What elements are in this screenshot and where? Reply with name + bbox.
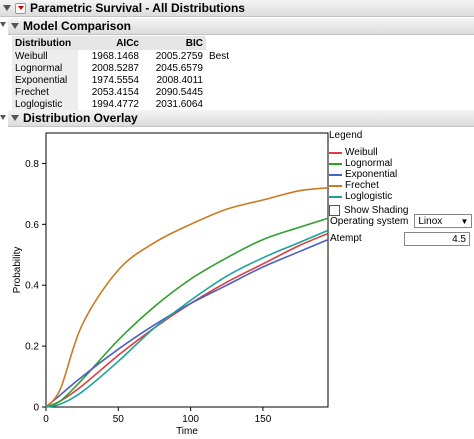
col-aicc[interactable]: AICc — [78, 36, 142, 50]
y-tick-label: 0.6 — [25, 220, 39, 231]
col-bic[interactable]: BIC — [142, 36, 206, 50]
outline-edge-icon[interactable] — [0, 115, 6, 120]
cell-bic: 2090.5445 — [155, 86, 203, 98]
operating-system-row: Operating system Linox ▼ — [330, 214, 473, 228]
x-tick-label: 150 — [255, 414, 272, 425]
show-shading-checkbox[interactable]: Show Shading — [329, 204, 409, 217]
cell-aicc: 1994.4772 — [91, 98, 139, 110]
table-header-row: Distribution AICc BIC — [12, 36, 242, 50]
cell-bic: 2045.6579 — [155, 62, 203, 74]
legend-label: Frechet — [345, 180, 379, 191]
cell-bic: 2031.6064 — [155, 98, 203, 110]
table-row: Loglogistic 1994.4772 2031.6064 — [12, 98, 242, 110]
cell-aicc: 1968.1468 — [91, 50, 139, 62]
chevron-down-icon: ▼ — [460, 216, 469, 226]
legend-swatch — [329, 151, 342, 154]
checkbox-box[interactable] — [329, 205, 340, 216]
legend-label: Weibull — [345, 147, 378, 158]
legend-swatch — [329, 195, 342, 198]
legend-swatch — [329, 184, 342, 187]
report-title: Parametric Survival - All Distributions — [30, 1, 245, 15]
col-distribution[interactable]: Distribution — [12, 36, 78, 50]
series-line-weibull — [45, 232, 329, 408]
legend-label: Exponential — [345, 169, 398, 180]
legend-item-loglogistic[interactable]: Loglogistic — [329, 191, 409, 202]
legend-label: Lognormal — [345, 158, 393, 169]
series-line-lognormal — [45, 217, 329, 408]
legend-item-lognormal[interactable]: Lognormal — [329, 158, 409, 169]
x-axis-label: Time — [176, 426, 198, 437]
x-tick-label: 0 — [43, 414, 49, 425]
cell-distribution: Loglogistic — [12, 98, 78, 110]
cell-note — [206, 74, 242, 86]
y-tick-label: 0 — [33, 403, 39, 414]
x-tick-label: 50 — [113, 414, 125, 425]
operating-system-label: Operating system — [330, 215, 409, 227]
y-tick-label: 0.2 — [25, 342, 39, 353]
legend-swatch — [329, 162, 342, 165]
collapse-triangle-icon[interactable] — [11, 23, 19, 29]
model-comparison-table: Distribution AICc BIC Weibull 1968.1468 … — [12, 36, 242, 110]
distribution-overlay-title: Distribution Overlay — [23, 111, 138, 125]
distribution-overlay-chart: 0 50 100 150 0 0.2 0.4 0.6 0.8 Time Probability — [12, 132, 329, 437]
cell-note: Best — [209, 50, 230, 62]
y-tick-label: 0.4 — [25, 281, 39, 292]
collapse-triangle-icon[interactable] — [11, 115, 19, 121]
collapse-triangle-icon[interactable] — [3, 5, 11, 11]
y-tick-label: 0.8 — [25, 159, 39, 170]
series-line-frechet — [45, 187, 329, 408]
report-header: Parametric Survival - All Distributions — [0, 0, 474, 17]
cell-bic: 2005.2759 — [155, 50, 203, 62]
col-note — [206, 36, 242, 50]
model-comparison-title: Model Comparison — [23, 19, 132, 33]
distribution-overlay-header[interactable]: Distribution Overlay — [8, 110, 474, 127]
series-line-loglogistic — [45, 229, 329, 408]
y-axis-label: Probability — [12, 247, 23, 294]
x-tick-label: 100 — [182, 414, 199, 425]
plot-frame — [45, 132, 329, 408]
cell-distribution: Exponential — [12, 74, 78, 86]
red-triangle-menu-icon[interactable] — [15, 2, 26, 14]
legend-panel: Legend Weibull Lognormal Exponential Fre… — [329, 130, 409, 217]
table-row: Weibull 1968.1468 2005.2759 Best — [12, 50, 242, 62]
legend-item-frechet[interactable]: Frechet — [329, 180, 409, 191]
cell-note — [206, 98, 242, 110]
table-row: Frechet 2053.4154 2090.5445 — [12, 86, 242, 98]
model-comparison-header[interactable]: Model Comparison — [8, 18, 474, 35]
cell-aicc: 1974.5554 — [91, 74, 139, 86]
cell-bic: 2008.4011 — [156, 74, 203, 86]
legend-swatch — [329, 173, 342, 176]
cell-note — [206, 86, 242, 98]
operating-system-select[interactable]: Linox ▼ — [414, 214, 473, 228]
cell-aicc: 2053.4154 — [91, 86, 139, 98]
cell-distribution: Frechet — [12, 86, 78, 98]
legend-item-weibull[interactable]: Weibull — [329, 147, 409, 158]
show-shading-label: Show Shading — [344, 205, 409, 216]
cell-distribution: Weibull — [12, 50, 78, 62]
atempt-label: Atempt — [330, 233, 362, 244]
cell-note — [206, 62, 242, 74]
legend-title: Legend — [329, 130, 363, 141]
atempt-input[interactable] — [404, 232, 470, 246]
table-row: Exponential 1974.5554 2008.4011 — [12, 74, 242, 86]
legend-label: Loglogistic — [345, 191, 393, 202]
operating-system-value: Linox — [418, 215, 443, 227]
legend-item-exponential[interactable]: Exponential — [329, 169, 409, 180]
outline-edge-icon[interactable] — [0, 22, 6, 27]
table-row: Lognormal 2008.5287 2045.6579 — [12, 62, 242, 74]
cell-aicc: 2008.5287 — [91, 62, 139, 74]
cell-distribution: Lognormal — [12, 62, 78, 74]
